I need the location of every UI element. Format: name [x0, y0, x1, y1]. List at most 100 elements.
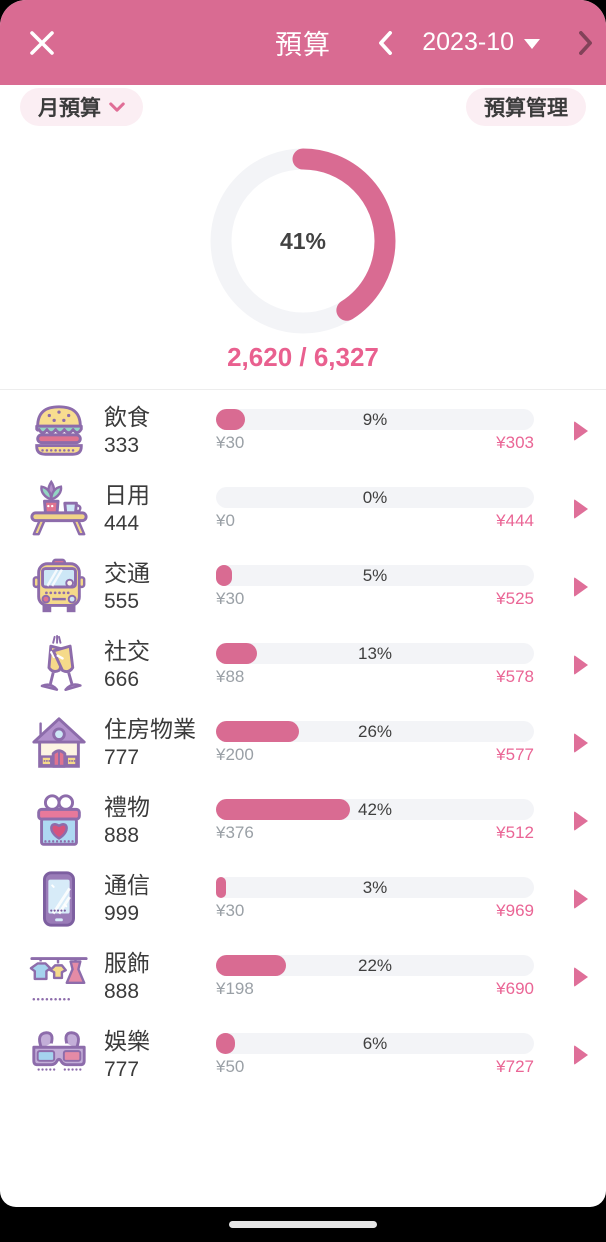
limit-amount: ¥690: [496, 979, 534, 998]
household-icon: [28, 478, 90, 540]
category-name: 交通: [104, 560, 150, 587]
progress-percent: 13%: [357, 643, 393, 663]
progress-bar: 3%: [216, 877, 534, 898]
limit-amount: ¥969: [496, 901, 534, 920]
limit-amount: ¥577: [496, 745, 534, 764]
spent-amount: ¥50: [216, 1057, 245, 1076]
category-budget: 888: [104, 823, 140, 847]
progress-percent: 26%: [357, 721, 393, 741]
category-name: 住房物業: [104, 716, 196, 743]
spent-amount: ¥30: [216, 901, 245, 920]
toolbar: 月預算 預算管理: [0, 85, 606, 126]
category-budget: 999: [104, 901, 140, 925]
category-name: 通信: [104, 872, 150, 899]
month-label: 2023-10: [422, 28, 514, 56]
spent-amount: ¥30: [216, 433, 245, 452]
spent-amount: ¥376: [216, 823, 254, 842]
limit-amount: ¥578: [496, 667, 534, 686]
category-name: 社交: [104, 638, 150, 665]
spent-amount: ¥88: [216, 667, 245, 686]
limit-amount: ¥444: [496, 511, 534, 530]
limit-amount: ¥727: [496, 1057, 534, 1076]
row-expand-icon[interactable]: [534, 499, 596, 519]
progress-percent: 3%: [362, 877, 388, 897]
category-name: 娛樂: [104, 1028, 150, 1055]
category-budget: 666: [104, 667, 140, 691]
category-budget: 444: [104, 511, 140, 535]
app-header: 預算 2023-10: [0, 0, 606, 85]
category-budget: 555: [104, 589, 140, 613]
spent-total-ratio: 2,620 / 6,327: [227, 342, 379, 372]
housing-icon: [28, 712, 90, 774]
progress-bar: 13%: [216, 643, 534, 664]
progress-percent: 0%: [362, 487, 388, 507]
phone-icon: [28, 868, 90, 930]
limit-amount: ¥303: [496, 433, 534, 452]
progress-bar: 26%: [216, 721, 534, 742]
spent-amount: ¥200: [216, 745, 254, 764]
row-expand-icon[interactable]: [534, 889, 596, 909]
budget-summary: 41% 2,620 / 6,327: [0, 126, 606, 389]
spent-amount: ¥0: [216, 511, 235, 530]
budget-type-label: 月預算: [38, 97, 101, 120]
food-icon: [28, 400, 90, 462]
category-row-entertainment[interactable]: 娛樂 777 6% ¥50 ¥727: [28, 1016, 596, 1094]
row-expand-icon[interactable]: [534, 733, 596, 753]
category-row-communication[interactable]: 通信 999 3% ¥30 ¥969: [28, 860, 596, 938]
category-name: 禮物: [104, 794, 150, 821]
category-row-household[interactable]: 日用 444 0% ¥0 ¥444: [28, 470, 596, 548]
progress-bar: 9%: [216, 409, 534, 430]
category-budget: 777: [104, 1057, 140, 1081]
progress-bar: 5%: [216, 565, 534, 586]
row-expand-icon[interactable]: [534, 421, 596, 441]
previous-month-icon[interactable]: [374, 30, 396, 55]
budget-manage-button[interactable]: 預算管理: [466, 88, 586, 126]
category-budget: 777: [104, 745, 140, 769]
row-expand-icon[interactable]: [534, 967, 596, 987]
limit-amount: ¥512: [496, 823, 534, 842]
progress-percent: 5%: [362, 565, 388, 585]
category-budget: 333: [104, 433, 140, 457]
social-icon: [28, 634, 90, 696]
category-row-transport[interactable]: 交通 555 5% ¥30 ¥525: [28, 548, 596, 626]
close-icon[interactable]: [28, 29, 56, 57]
next-month-icon[interactable]: [574, 30, 596, 55]
category-row-clothing[interactable]: 服飾 888 22% ¥198 ¥690: [28, 938, 596, 1016]
month-selector[interactable]: 2023-10: [422, 28, 540, 57]
progress-bar: 0%: [216, 487, 534, 508]
budget-type-selector[interactable]: 月預算: [20, 88, 143, 126]
progress-percent: 9%: [362, 409, 388, 429]
progress-percent: 22%: [357, 955, 393, 975]
category-row-food[interactable]: 飲食 333 9% ¥30 ¥303: [28, 392, 596, 470]
spent-amount: ¥30: [216, 589, 245, 608]
progress-bar: 22%: [216, 955, 534, 976]
row-expand-icon[interactable]: [534, 1045, 596, 1065]
category-row-gift[interactable]: 禮物 888 42% ¥376 ¥512: [28, 782, 596, 860]
category-row-housing[interactable]: 住房物業 777 26% ¥200 ¥577: [28, 704, 596, 782]
donut-arc: [210, 148, 396, 334]
progress-percent: 6%: [362, 1033, 388, 1053]
row-expand-icon[interactable]: [534, 655, 596, 675]
progress-percent: 42%: [357, 799, 393, 819]
category-list: 飲食 333 9% ¥30 ¥303: [0, 389, 606, 1094]
category-name: 日用: [104, 482, 150, 509]
caret-down-icon: [524, 39, 540, 49]
row-expand-icon[interactable]: [534, 811, 596, 831]
progress-bar: 42%: [216, 799, 534, 820]
budget-app: 預算 2023-10 月預算: [0, 0, 606, 1207]
limit-amount: ¥525: [496, 589, 534, 608]
category-name: 服飾: [104, 950, 150, 977]
progress-bar: 6%: [216, 1033, 534, 1054]
row-expand-icon[interactable]: [534, 577, 596, 597]
gesture-bar: [0, 1207, 606, 1242]
chevron-down-icon: [109, 101, 125, 113]
spent-amount: ¥198: [216, 979, 254, 998]
entertainment-icon: [28, 1024, 90, 1086]
clothing-icon: [28, 946, 90, 1008]
month-navigation: 2023-10: [374, 0, 596, 85]
home-indicator[interactable]: [229, 1221, 377, 1228]
donut-chart: 41%: [210, 148, 396, 334]
transport-icon: [28, 556, 90, 618]
category-row-social[interactable]: 社交 666 13% ¥88 ¥578: [28, 626, 596, 704]
